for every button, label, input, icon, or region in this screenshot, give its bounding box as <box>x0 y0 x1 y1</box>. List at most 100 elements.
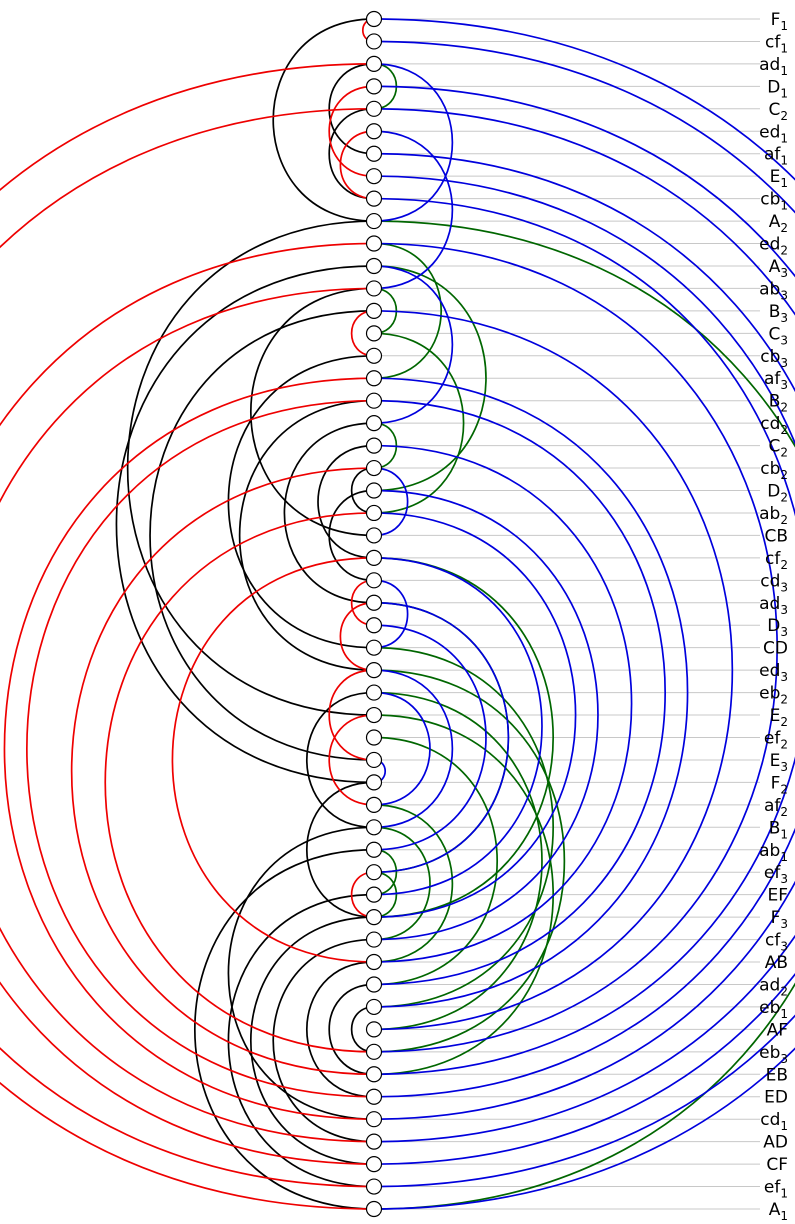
vertex-label: af3 <box>764 369 788 392</box>
edge-arc-blue <box>373 130 454 290</box>
vertex-label-subscript: 3 <box>780 625 788 639</box>
vertex-label-base: eb <box>759 998 780 1018</box>
edge-arc-green <box>373 714 554 1076</box>
vertex-label-base: ed <box>759 235 780 255</box>
vertex-node <box>365 392 383 409</box>
vertex-label-subscript: 1 <box>780 131 788 145</box>
vertex-label-subscript: 1 <box>780 827 788 841</box>
edge-arc-black <box>305 781 375 918</box>
edge-arc-blue <box>373 85 795 1165</box>
vertex-label: C2 <box>768 437 788 460</box>
vertex-label-subscript: 3 <box>780 288 788 302</box>
edge-arc-blue <box>373 40 795 1188</box>
edge-arc-black <box>305 691 375 829</box>
vertex-node <box>365 145 383 162</box>
edge-arc-blue <box>373 669 454 829</box>
edge-arc-red <box>70 467 375 1076</box>
vertex-label-subscript: 1 <box>780 1007 788 1021</box>
edge-arc-blue <box>373 601 510 874</box>
vertex-label-base: cf <box>765 32 781 52</box>
vertex-label-base: B <box>769 392 781 412</box>
vertex-node <box>365 123 383 140</box>
edge-arc-blue <box>373 310 733 1031</box>
vertex-label-subscript: 1 <box>780 1119 788 1133</box>
vertex-label-subscript: 2 <box>780 109 788 123</box>
vertex-label: cb2 <box>760 459 788 482</box>
vertex-label-subscript: 3 <box>780 333 788 347</box>
vertex-label: ad3 <box>759 594 788 617</box>
vertex-label: E2 <box>770 706 788 729</box>
vertex-node <box>365 819 383 836</box>
vertex-node <box>365 549 383 566</box>
vertex-label-subscript: 1 <box>780 176 788 190</box>
vertex-label-base: C <box>768 100 780 120</box>
vertex-node <box>365 886 383 903</box>
vertex-label-base: C <box>768 324 780 344</box>
vertex-label-base: cb <box>760 347 780 367</box>
vertex-label-subscript: 1 <box>780 19 788 33</box>
vertex-node <box>365 325 383 342</box>
edge-arc-red <box>350 579 375 627</box>
edge-arc-red <box>3 377 375 1121</box>
vertex-label-base: ab <box>759 841 780 861</box>
edge-arc-black <box>272 18 375 222</box>
edge-arc-red <box>0 63 375 1210</box>
edge-arc-blue <box>373 489 599 941</box>
edge-arc-red <box>328 85 375 178</box>
vertex-label-subscript: 3 <box>780 940 788 954</box>
vertex-node <box>365 212 383 230</box>
vertex-label-subscript: 3 <box>780 378 788 392</box>
edge-arc-red <box>26 399 375 1098</box>
vertex-label: AF <box>767 1020 788 1040</box>
vertex-label-base: af <box>764 796 781 816</box>
edge-arc-red <box>350 871 375 918</box>
vertex-node <box>365 1155 383 1173</box>
vertex-label-subscript: 2 <box>780 468 788 482</box>
vertex-label: C2 <box>768 100 788 123</box>
vertex-label-base: E <box>770 751 781 771</box>
vertex-label-subscript: 2 <box>780 805 788 819</box>
edge-arc-black <box>227 826 375 1121</box>
vertex-label: F2 <box>771 773 788 796</box>
vertex-label: cf1 <box>765 32 788 55</box>
vertex-label-subscript: 2 <box>780 715 788 729</box>
vertex-label-subscript: 2 <box>780 221 788 235</box>
edge-arc-black <box>317 444 375 559</box>
vertex-label: CF <box>766 1155 788 1175</box>
edge-arc-red <box>171 557 375 963</box>
edge-arc-green <box>373 332 465 514</box>
vertex-label-base: CD <box>763 639 788 659</box>
edge-arc-blue <box>373 152 795 1121</box>
vertex-node <box>365 931 383 948</box>
vertex-label-base: D <box>767 482 780 502</box>
vertex-label-base: ef <box>764 728 781 748</box>
edge-arc-blue <box>373 624 487 851</box>
edge-arc-red <box>328 669 375 761</box>
edge-arc-black <box>149 310 375 761</box>
vertex-label-subscript: 1 <box>780 1187 788 1201</box>
edge-arc-black <box>328 489 375 582</box>
vertex-label-base: cd <box>760 1110 780 1130</box>
edge-arc-black <box>272 938 375 1143</box>
vertex-label-base: ad <box>759 55 780 75</box>
vertex-label-base: cb <box>760 190 780 210</box>
vertex-node <box>365 774 383 791</box>
edge-arc-black <box>350 1006 375 1053</box>
vertex-node <box>365 347 383 364</box>
edge-arc-red <box>0 287 375 1143</box>
edge-arc-blue <box>373 579 409 649</box>
vertex-label-subscript: 2 <box>780 558 788 572</box>
vertex-node <box>365 302 383 319</box>
vertex-label: af2 <box>764 796 788 819</box>
vertex-label-base: EB <box>766 1065 788 1085</box>
vertex-label: F1 <box>771 10 788 33</box>
vertex-label-base: D <box>767 77 780 97</box>
vertex-label: B2 <box>769 392 788 415</box>
vertex-node <box>365 257 383 275</box>
vertex-labels: F1cf1ad1D1C2ed1af1E1cb1A2ed2A3ab3B3C3cb3… <box>759 10 788 1223</box>
vertex-node <box>365 1133 383 1150</box>
vertex-label: cd1 <box>760 1110 788 1133</box>
vertex-node <box>365 168 383 185</box>
edge-arc-black <box>227 354 375 649</box>
vertex-label-subscript: 2 <box>780 782 788 796</box>
